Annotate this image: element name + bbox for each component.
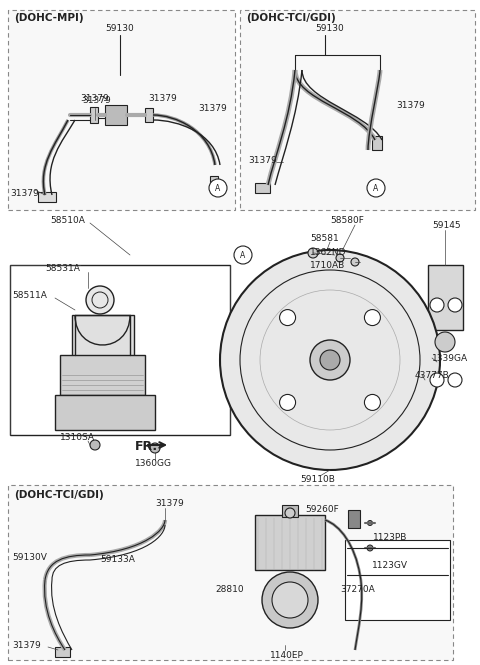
Circle shape [367, 179, 385, 197]
Circle shape [86, 286, 114, 314]
Text: 1123GV: 1123GV [372, 561, 408, 569]
Text: A: A [240, 251, 246, 259]
Circle shape [448, 298, 462, 312]
Bar [255, 183, 270, 193]
Circle shape [150, 443, 160, 453]
Circle shape [90, 440, 100, 450]
Bar [8, 10, 235, 210]
Text: 43777B: 43777B [415, 370, 450, 380]
Text: 1360GG: 1360GG [135, 458, 172, 467]
Text: (DOHC-TCI/GDI): (DOHC-TCI/GDI) [246, 13, 336, 23]
Text: 1140EP: 1140EP [270, 650, 304, 660]
Text: 31379: 31379 [82, 96, 111, 104]
Bar [55, 647, 70, 657]
Bar [348, 510, 360, 528]
Text: 31379: 31379 [198, 104, 227, 112]
Text: 31379: 31379 [248, 156, 277, 164]
Circle shape [262, 572, 318, 628]
Bar [55, 395, 155, 430]
Text: (DOHC-MPI): (DOHC-MPI) [14, 13, 84, 23]
Circle shape [430, 298, 444, 312]
Text: 1362ND: 1362ND [310, 247, 347, 257]
Text: 59260F: 59260F [305, 505, 339, 515]
Circle shape [320, 350, 340, 370]
Bar [38, 192, 56, 202]
Circle shape [209, 179, 227, 197]
Text: 31379: 31379 [155, 499, 184, 507]
Circle shape [430, 373, 444, 387]
Circle shape [364, 310, 381, 326]
Bar [240, 10, 475, 210]
Text: 58531A: 58531A [45, 263, 80, 273]
Text: 58511A: 58511A [12, 291, 47, 299]
Circle shape [367, 545, 373, 551]
Bar [90, 107, 98, 123]
Text: 31379: 31379 [10, 188, 39, 198]
Text: 58510A: 58510A [50, 215, 85, 225]
Text: 1710AB: 1710AB [310, 261, 345, 269]
Circle shape [336, 254, 344, 262]
Text: 31379: 31379 [80, 94, 109, 102]
Text: 58580F: 58580F [330, 215, 364, 225]
Text: 58581: 58581 [310, 233, 339, 243]
Circle shape [272, 582, 308, 618]
Text: 31379: 31379 [12, 640, 41, 650]
Circle shape [285, 508, 295, 518]
Bar [372, 136, 382, 150]
Circle shape [364, 394, 381, 410]
Circle shape [220, 250, 440, 470]
Bar [145, 108, 153, 122]
Bar [210, 176, 218, 182]
Circle shape [279, 310, 296, 326]
Circle shape [234, 246, 252, 264]
Text: 1123PB: 1123PB [373, 533, 407, 541]
Text: 59110B: 59110B [300, 475, 335, 485]
Circle shape [279, 394, 296, 410]
Circle shape [435, 332, 455, 352]
Text: (DOHC-TCI/GDI): (DOHC-TCI/GDI) [14, 490, 104, 500]
Bar [10, 265, 230, 435]
Text: 37270A: 37270A [340, 585, 375, 595]
Bar [345, 540, 450, 620]
Circle shape [351, 258, 359, 266]
Bar [282, 505, 298, 517]
Bar [8, 485, 453, 660]
Circle shape [448, 373, 462, 387]
Text: 31379: 31379 [396, 100, 425, 110]
Text: 59130: 59130 [315, 23, 344, 33]
Bar [105, 105, 127, 125]
Circle shape [368, 521, 372, 525]
Text: 59145: 59145 [432, 221, 461, 229]
Text: 59130V: 59130V [12, 553, 47, 563]
Text: 31379: 31379 [148, 94, 177, 102]
Text: A: A [216, 184, 221, 192]
Circle shape [310, 340, 350, 380]
Text: 59133A: 59133A [100, 555, 135, 565]
Bar [428, 265, 463, 330]
Text: 59130: 59130 [105, 23, 134, 33]
Text: 28810: 28810 [215, 585, 244, 595]
Text: 1339GA: 1339GA [432, 354, 468, 362]
Text: A: A [373, 184, 379, 192]
Circle shape [308, 248, 318, 258]
Text: 1310SA: 1310SA [60, 434, 95, 442]
Bar [255, 515, 325, 570]
Bar [60, 355, 145, 395]
Text: FR.: FR. [135, 440, 158, 454]
Bar [72, 315, 134, 360]
